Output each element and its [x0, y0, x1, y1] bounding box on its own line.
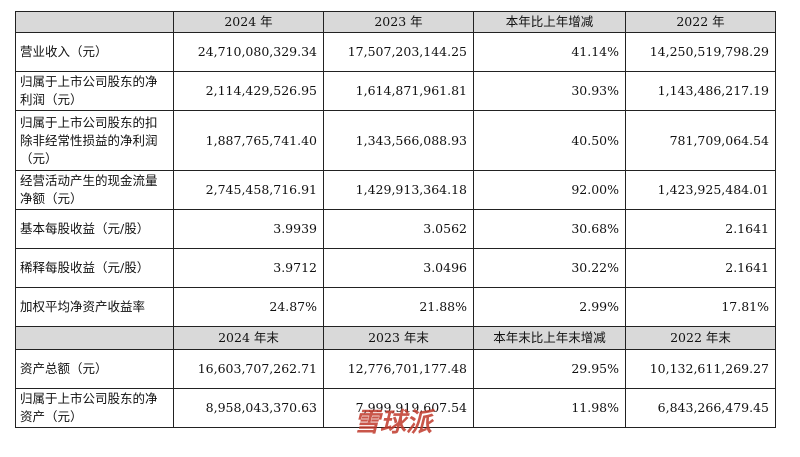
- row-label: 资产总额（元）: [15, 349, 174, 389]
- value-2022: 1,423,925,484.01: [625, 170, 776, 210]
- value-2022: 17.81%: [625, 287, 776, 327]
- value-2024: 3.9712: [173, 248, 324, 288]
- table-row: 加权平均净资产收益率 24.87% 21.88% 2.99% 17.81%: [15, 287, 776, 327]
- value-2024: 24,710,080,329.34: [173, 32, 324, 72]
- value-2022: 2.1641: [625, 209, 776, 249]
- value-2023: 17,507,203,144.25: [323, 32, 474, 72]
- header-blank-cell: [15, 326, 174, 350]
- value-2023: 1,614,871,961.81: [323, 71, 474, 111]
- value-2024: 2,114,429,526.95: [173, 71, 324, 111]
- row-label: 基本每股收益（元/股）: [15, 209, 174, 249]
- row-label: 归属于上市公司股东的净利润（元）: [15, 71, 174, 111]
- value-2024: 3.9939: [173, 209, 324, 249]
- value-2023: 21.88%: [323, 287, 474, 327]
- value-2023: 1,343,566,088.93: [323, 110, 474, 171]
- value-2024: 24.87%: [173, 287, 324, 327]
- value-2024: 8,958,043,370.63: [173, 388, 324, 428]
- header-row: 2024 年 2023 年本年比上年增减 2022 年: [15, 11, 776, 33]
- table-row: 基本每股收益（元/股） 3.9939 3.0562 30.68% 2.1641: [15, 209, 776, 249]
- value-2023: 3.0496: [323, 248, 474, 288]
- financial-summary: 2024 年 2023 年本年比上年增减 2022 年营业收入（元） 24,710,0…: [15, 11, 776, 428]
- column-header: 2023 年末: [323, 326, 474, 350]
- value-change: 92.00%: [473, 170, 626, 210]
- value-2022: 781,709,064.54: [625, 110, 776, 171]
- table-row: 资产总额（元） 16,603,707,262.71 12,776,701,177.4…: [15, 349, 776, 389]
- row-label: 稀释每股收益（元/股）: [15, 248, 174, 288]
- value-2024: 2,745,458,716.91: [173, 170, 324, 210]
- table-row: 营业收入（元） 24,710,080,329.34 17,507,203,144.2…: [15, 32, 776, 72]
- table-row: 归属于上市公司股东的扣除非经常性损益的净利润（元） 1,887,765,741.4…: [15, 110, 776, 171]
- financial-table: 2024 年 2023 年本年比上年增减 2022 年营业收入（元） 24,710,0…: [15, 11, 776, 428]
- value-2022: 14,250,519,798.29: [625, 32, 776, 72]
- column-header: 本年末比上年末增减: [473, 326, 626, 350]
- value-change: 40.50%: [473, 110, 626, 171]
- column-header: 2023 年: [323, 11, 474, 33]
- value-2024: 16,603,707,262.71: [173, 349, 324, 389]
- value-change: 11.98%: [473, 388, 626, 428]
- column-header: 2024 年末: [173, 326, 324, 350]
- header-blank-cell: [15, 11, 174, 33]
- table-row: 经营活动产生的现金流量净额（元） 2,745,458,716.91 1,429,91…: [15, 170, 776, 210]
- value-change: 30.93%: [473, 71, 626, 111]
- value-2022: 6,843,266,479.45: [625, 388, 776, 428]
- table-row: 归属于上市公司股东的净利润（元） 2,114,429,526.95 1,614,87…: [15, 71, 776, 111]
- row-label: 经营活动产生的现金流量净额（元）: [15, 170, 174, 210]
- column-header: 2022 年: [625, 11, 776, 33]
- column-header: 2024 年: [173, 11, 324, 33]
- value-change: 30.68%: [473, 209, 626, 249]
- table-row: 归属于上市公司股东的净资产（元） 8,958,043,370.63 7,999,91…: [15, 388, 776, 428]
- row-label: 加权平均净资产收益率: [15, 287, 174, 327]
- row-label: 归属于上市公司股东的净资产（元）: [15, 388, 174, 428]
- value-change: 41.14%: [473, 32, 626, 72]
- value-2023: 7,999,919,607.54: [323, 388, 474, 428]
- value-2022: 10,132,611,269.27: [625, 349, 776, 389]
- header-row: 2024 年末 2023 年末 本年末比上年末增减 2022 年末: [15, 326, 776, 350]
- value-2023: 1,429,913,364.18: [323, 170, 474, 210]
- value-change: 30.22%: [473, 248, 626, 288]
- column-header: 2022 年末: [625, 326, 776, 350]
- value-2023: 3.0562: [323, 209, 474, 249]
- value-2023: 12,776,701,177.48: [323, 349, 474, 389]
- row-label: 营业收入（元）: [15, 32, 174, 72]
- value-2022: 2.1641: [625, 248, 776, 288]
- column-header: 本年比上年增减: [473, 11, 626, 33]
- table-row: 稀释每股收益（元/股） 3.9712 3.0496 30.22% 2.1641: [15, 248, 776, 288]
- row-label: 归属于上市公司股东的扣除非经常性损益的净利润（元）: [15, 110, 174, 171]
- value-change: 29.95%: [473, 349, 626, 389]
- value-change: 2.99%: [473, 287, 626, 327]
- value-2022: 1,143,486,217.19: [625, 71, 776, 111]
- value-2024: 1,887,765,741.40: [173, 110, 324, 171]
